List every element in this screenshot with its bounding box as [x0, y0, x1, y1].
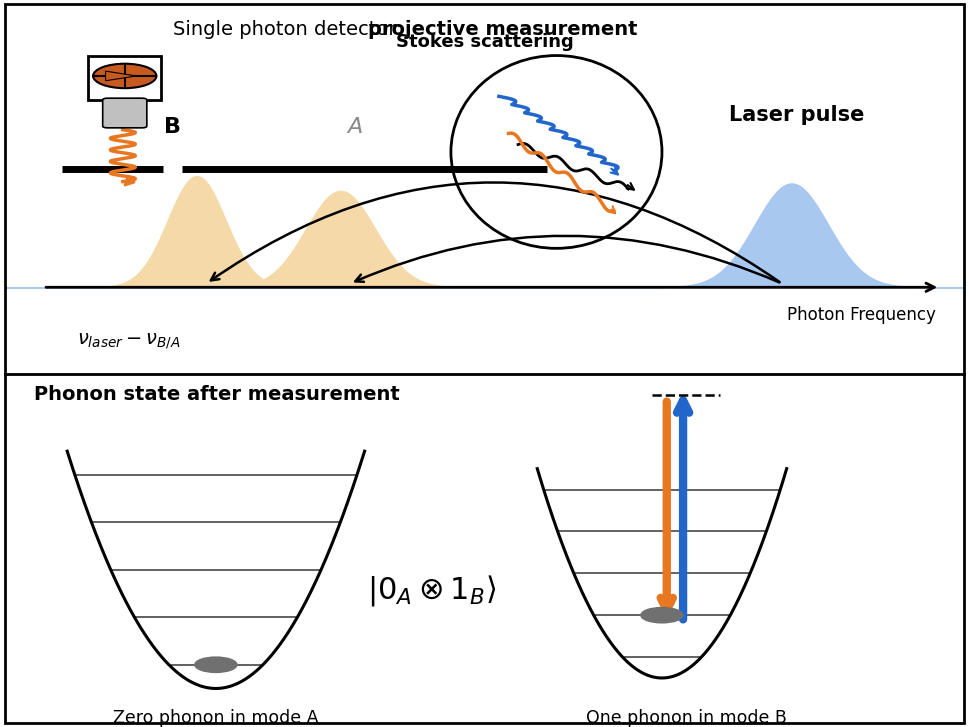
Text: Laser pulse: Laser pulse	[729, 105, 864, 125]
Text: Single photon detector:: Single photon detector:	[172, 20, 409, 39]
Text: One phonon in mode B: One phonon in mode B	[585, 710, 787, 727]
Text: Phonon state after measurement: Phonon state after measurement	[34, 385, 399, 404]
FancyBboxPatch shape	[88, 55, 161, 100]
Ellipse shape	[451, 55, 662, 249]
Text: Stokes scattering: Stokes scattering	[395, 33, 574, 52]
FancyBboxPatch shape	[103, 98, 147, 128]
Text: Photon Frequency: Photon Frequency	[787, 306, 935, 324]
Text: Zero phonon in mode A: Zero phonon in mode A	[113, 710, 319, 727]
Polygon shape	[106, 71, 137, 81]
Circle shape	[93, 64, 156, 88]
Text: projective measurement: projective measurement	[368, 20, 638, 39]
Circle shape	[195, 657, 237, 672]
Circle shape	[641, 608, 683, 623]
Text: A: A	[347, 117, 362, 137]
Text: B: B	[164, 117, 181, 137]
Text: $\mathit{\nu}_{laser} - \mathit{\nu}_{B/A}$: $\mathit{\nu}_{laser} - \mathit{\nu}_{B/…	[77, 331, 180, 351]
Text: $|0_A \otimes 1_B\rangle$: $|0_A \otimes 1_B\rangle$	[367, 574, 496, 608]
